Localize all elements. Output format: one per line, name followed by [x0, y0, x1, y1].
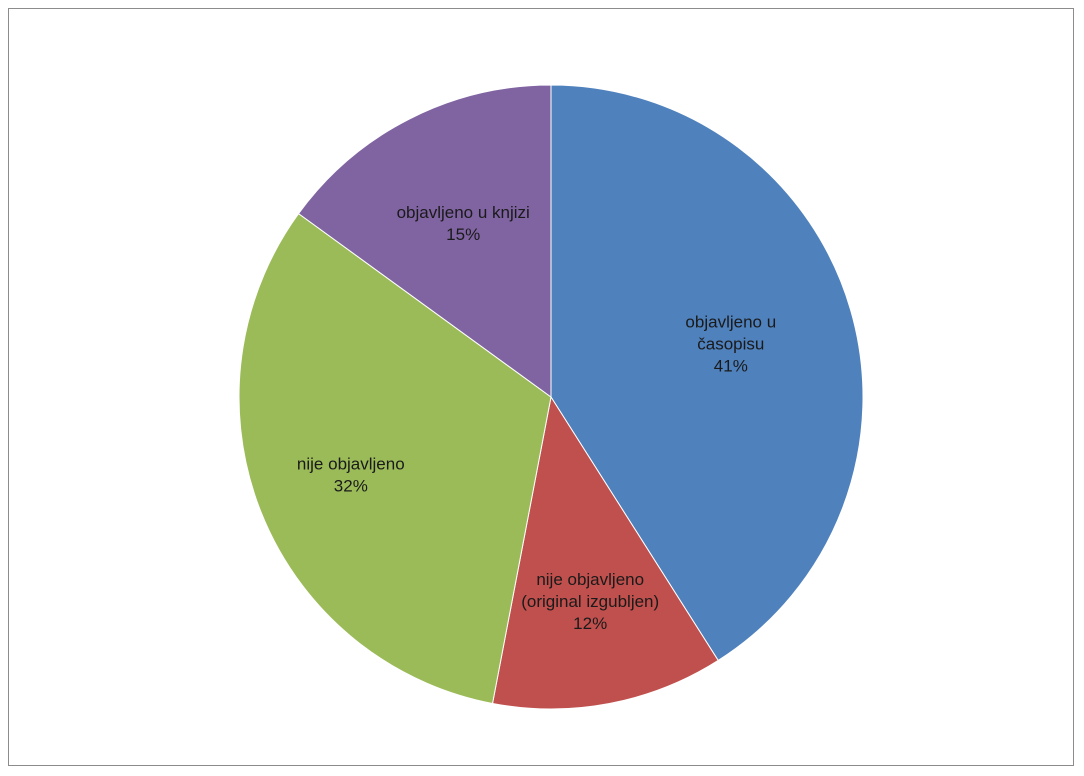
slice-4-percent-text: 15% — [446, 225, 480, 244]
slice-2-label-text: nije objavljeno — [536, 570, 644, 589]
slice-4-label-text: objavljeno u knjizi — [397, 203, 530, 222]
slice-3-percent-text: 32% — [334, 477, 368, 496]
slice-1-label-text: objavljeno u — [685, 312, 776, 331]
pie-slice-2 — [491, 395, 719, 710]
pie-slice-4 — [297, 84, 552, 398]
pie-slice-1 — [550, 84, 864, 662]
slice-1-label-text: časopisu — [697, 334, 764, 353]
slice-3-label-text: nije objavljeno — [297, 455, 405, 474]
slice-2-percent-text: 12% — [573, 614, 607, 633]
pie-slice-3 — [238, 212, 552, 705]
slice-1-percent-text: 41% — [714, 356, 748, 375]
slice-2-label-text: (original izgubljen) — [521, 592, 659, 611]
